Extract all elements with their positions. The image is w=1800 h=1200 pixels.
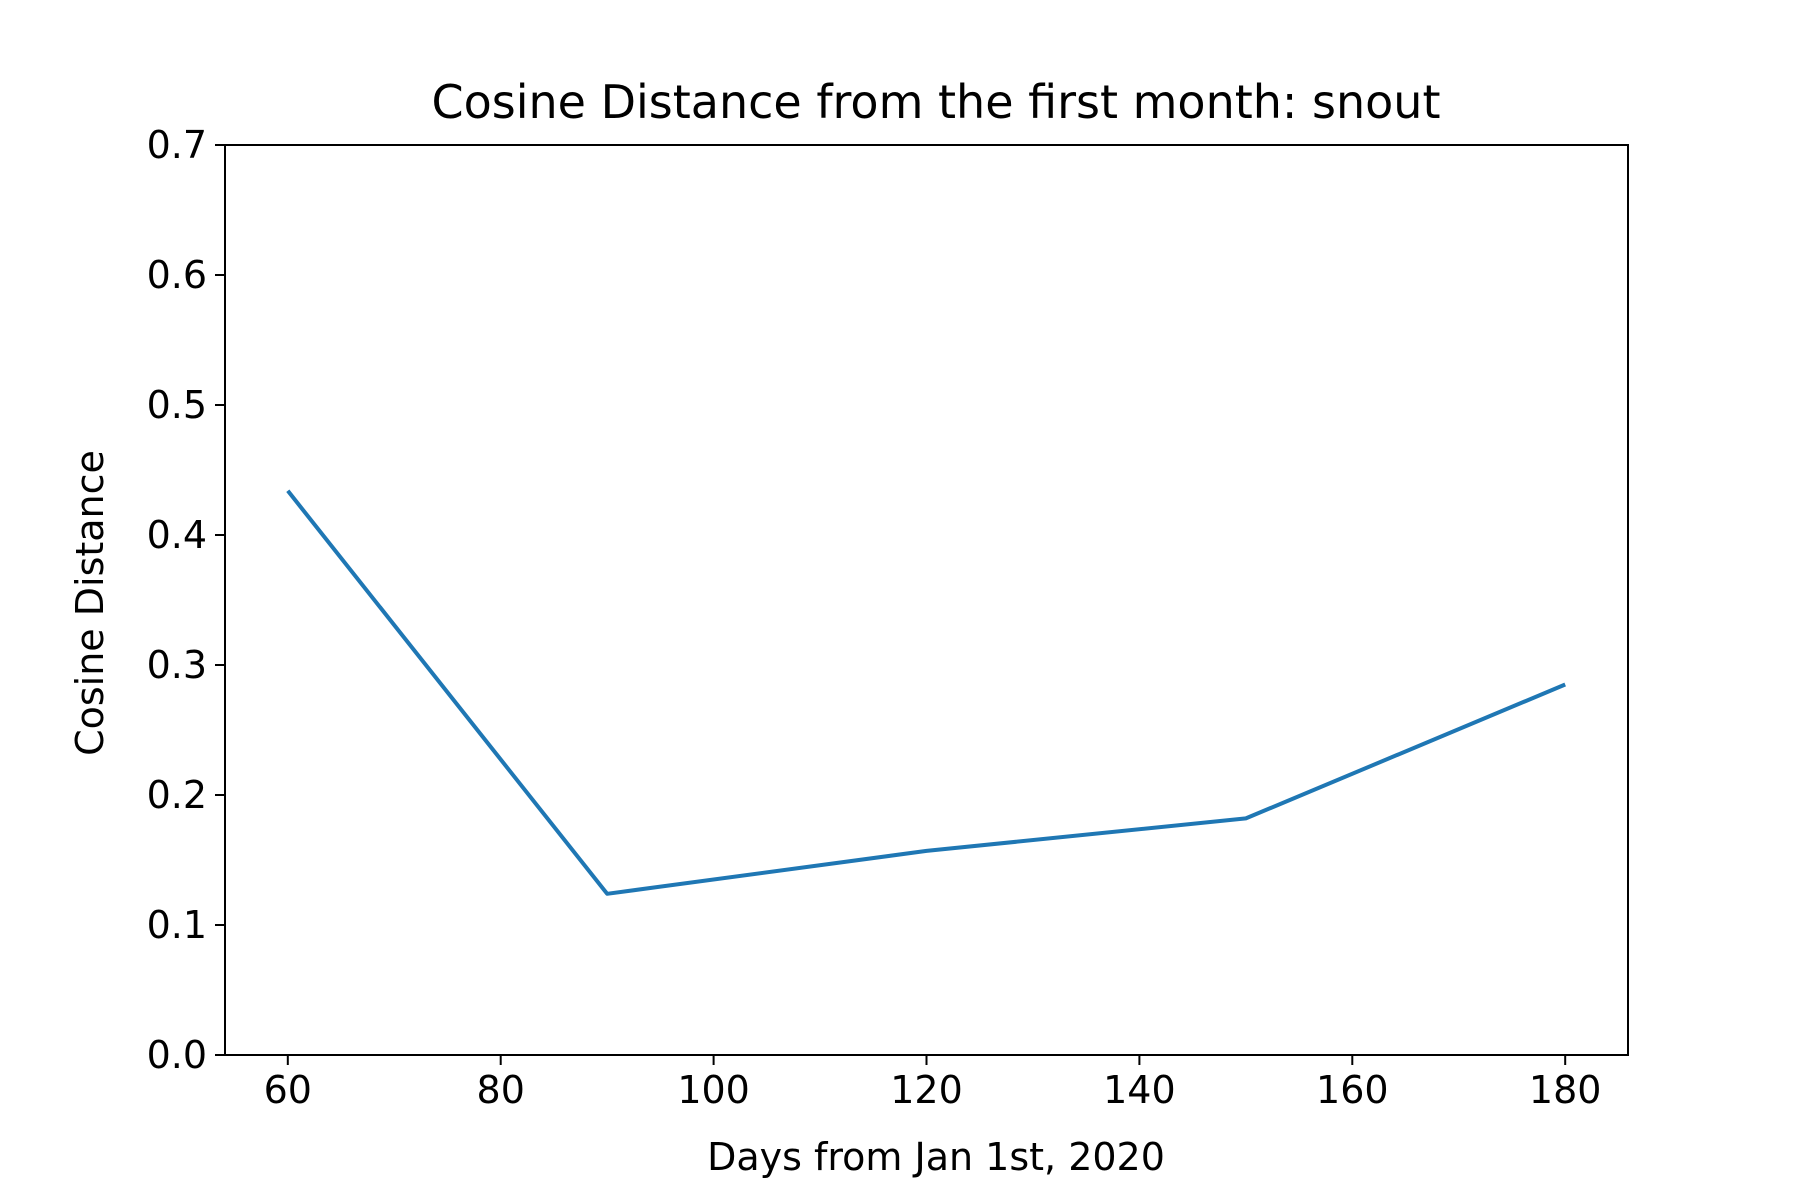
x-tick-label: 180 <box>1529 1068 1602 1112</box>
plot-area: 60 80 100 120 140 160 180 0.0 0.1 0.2 0.3 0.4 0.5 0.6… <box>147 123 1629 1112</box>
x-tick-label: 80 <box>477 1068 525 1112</box>
y-tick-label: 0.4 <box>147 513 207 557</box>
y-tick-label: 0.6 <box>147 253 207 297</box>
y-tick-label: 0.7 <box>147 123 207 167</box>
x-axis-label: Days from Jan 1st, 2020 <box>707 1135 1165 1179</box>
series-line-0 <box>286 489 1566 896</box>
x-tick-label: 120 <box>890 1068 963 1112</box>
x-tick-label: 100 <box>677 1068 750 1112</box>
y-tick-label: 0.0 <box>147 1033 207 1077</box>
y-tick-label: 0.2 <box>147 773 207 817</box>
x-tick-label: 160 <box>1316 1068 1389 1112</box>
y-tick-label: 0.5 <box>147 383 207 427</box>
chart-title: Cosine Distance from the first month: sn… <box>431 75 1440 129</box>
y-tick-label: 0.3 <box>147 643 207 687</box>
y-axis-label: Cosine Distance <box>68 450 112 756</box>
y-tick-label: 0.1 <box>147 903 207 947</box>
x-tick-label: 140 <box>1103 1068 1176 1112</box>
axes-frame <box>224 144 1629 1056</box>
x-tick-label: 60 <box>264 1068 312 1112</box>
